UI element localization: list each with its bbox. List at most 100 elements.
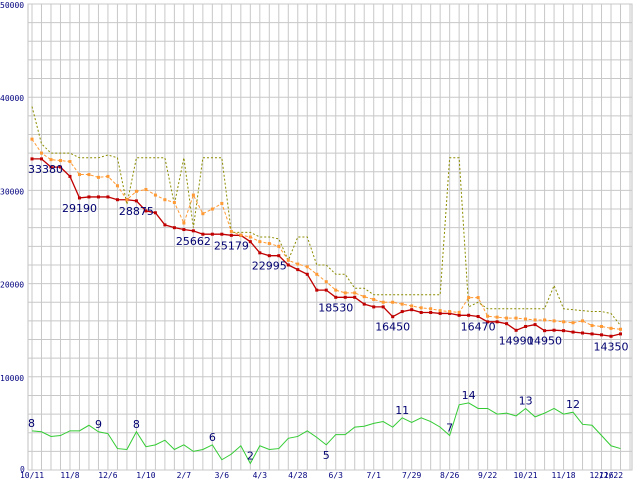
- series-0-point: [448, 311, 452, 315]
- data-label: 25662: [176, 235, 211, 248]
- x-tick-label: 4/3: [253, 471, 268, 480]
- data-label: 25179: [214, 239, 249, 252]
- x-tick-label: 12/6: [98, 471, 117, 480]
- series-0-point: [315, 288, 319, 292]
- series-1-point: [343, 291, 347, 295]
- series-1-point: [277, 244, 281, 248]
- series-0-point: [486, 320, 490, 324]
- series-0-point: [334, 295, 338, 299]
- series-1-point: [315, 272, 319, 276]
- series-1-point: [619, 327, 623, 331]
- x-tick-label: 8/26: [440, 471, 459, 480]
- data-label: 12: [566, 398, 580, 411]
- series-1-point: [514, 316, 518, 320]
- data-label: 2: [247, 449, 254, 462]
- series-1-point: [144, 187, 148, 191]
- data-label: 33380: [28, 163, 63, 176]
- series-1-point: [248, 235, 252, 239]
- series-0-point: [296, 268, 300, 272]
- series-0-point: [106, 195, 110, 199]
- data-label: 11: [395, 404, 409, 417]
- series-0-point: [429, 310, 433, 314]
- y-tick-label: 50000: [0, 1, 24, 10]
- series-1-point: [533, 318, 537, 322]
- x-tick-label: 7/29: [402, 471, 421, 480]
- series-0-point: [552, 328, 556, 332]
- series-0-point: [619, 332, 623, 336]
- series-0-point: [381, 305, 385, 309]
- series-0-point: [362, 302, 366, 306]
- x-tick-label: 11/8: [60, 471, 79, 480]
- series-1-point: [381, 300, 385, 304]
- series-1-point: [524, 317, 528, 321]
- data-label: 13: [519, 394, 533, 407]
- series-0-point: [324, 288, 328, 292]
- series-1-point: [96, 175, 100, 179]
- series-1-point: [600, 324, 604, 328]
- series-0-point: [258, 251, 262, 255]
- x-tick-label: 9/22: [478, 471, 497, 480]
- series-0-point: [229, 233, 233, 237]
- series-1-point: [163, 198, 167, 202]
- series-0-point: [505, 322, 509, 326]
- series-0-point: [581, 331, 585, 335]
- series-0-point: [49, 165, 53, 169]
- series-1-point: [476, 296, 480, 300]
- series-0-point: [343, 295, 347, 299]
- y-tick-label: 30000: [0, 187, 24, 196]
- x-tick-label: 4/28: [288, 471, 307, 480]
- series-0-point: [248, 240, 252, 244]
- series-1-point: [334, 288, 338, 292]
- series-1-point: [229, 229, 233, 233]
- series-0-point: [96, 195, 100, 199]
- series-0-point: [372, 305, 376, 309]
- series-0-point: [609, 334, 613, 338]
- series-0-point: [30, 157, 34, 161]
- series-0-point: [220, 232, 224, 236]
- horizontal-gridlines: [28, 3, 632, 471]
- y-tick-label: 0: [20, 465, 25, 474]
- series-0-point: [201, 232, 205, 236]
- series-1-point: [372, 297, 376, 301]
- series-0-point: [495, 320, 499, 324]
- x-tick-label: 1/10: [136, 471, 155, 480]
- data-label: 14950: [527, 335, 562, 348]
- series-1-point: [77, 173, 81, 177]
- series-0-point: [571, 330, 575, 334]
- series-0-point: [457, 313, 461, 317]
- x-tick-label: 10/21: [514, 471, 538, 480]
- vertical-gridlines: [31, 4, 631, 470]
- series-0-point: [543, 329, 547, 333]
- x-tick-label: 12/16: [589, 471, 613, 480]
- data-label: 29190: [62, 202, 97, 215]
- series-1-point: [543, 318, 547, 322]
- series-0-point: [182, 228, 186, 232]
- series-1-point: [353, 291, 357, 295]
- series-0-point: [467, 313, 471, 317]
- series-1-point: [581, 319, 585, 323]
- x-tick-label: 2/7: [177, 471, 192, 480]
- data-label: 6: [209, 431, 216, 444]
- series-markers: [30, 137, 623, 338]
- series-0-point: [410, 308, 414, 312]
- series-0-point: [277, 254, 281, 258]
- series-1-point: [286, 258, 290, 262]
- data-label: 16470: [461, 320, 496, 333]
- series-0-point: [438, 311, 442, 315]
- series-3-line: [31, 402, 621, 465]
- series-1-point: [201, 212, 205, 216]
- series-1-point: [267, 242, 271, 246]
- x-axis-tick-labels: 10/11 11/8 12/6 1/10 2/7 3/6 4/3 4/28 6/3 7/1 7/29…: [20, 471, 623, 480]
- series-1-point: [182, 221, 186, 225]
- data-label: 9: [95, 418, 102, 431]
- series-0-point: [134, 199, 138, 203]
- series-1-point: [467, 296, 471, 300]
- data-label: 18530: [318, 301, 353, 314]
- data-label: 7: [446, 422, 453, 435]
- series-1-point: [30, 137, 34, 141]
- series-1-point: [505, 316, 509, 320]
- series-0-point: [600, 333, 604, 337]
- series-0-point: [191, 229, 195, 233]
- series-1-point: [58, 159, 62, 163]
